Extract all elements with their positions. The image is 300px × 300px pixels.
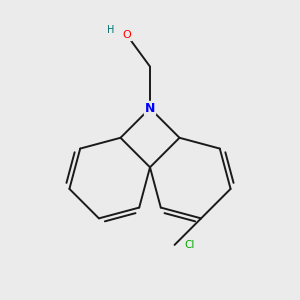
Text: N: N bbox=[145, 102, 155, 115]
Text: H: H bbox=[107, 26, 115, 35]
Text: O: O bbox=[123, 30, 131, 40]
Text: Cl: Cl bbox=[184, 240, 195, 250]
